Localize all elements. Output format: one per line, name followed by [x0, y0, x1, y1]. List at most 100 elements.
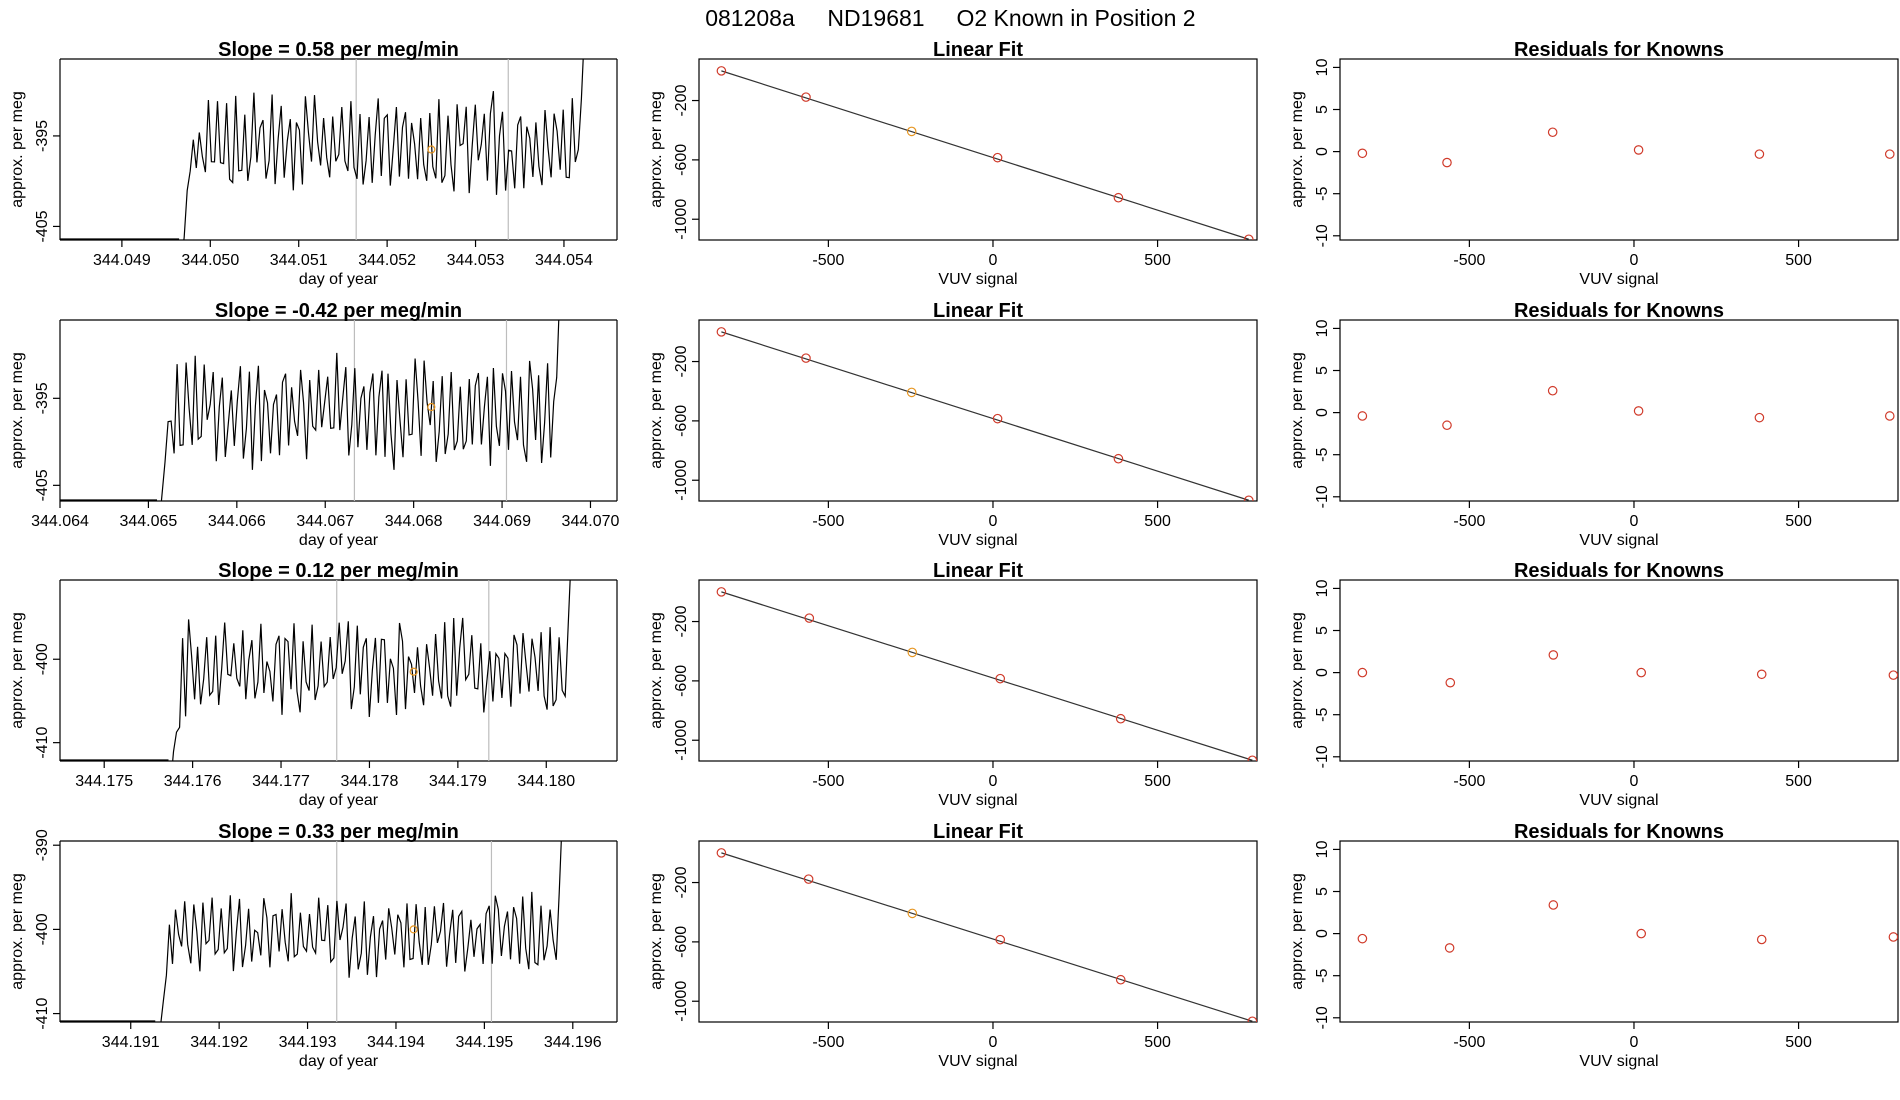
- y-axis-label: approx. per meg: [9, 873, 26, 990]
- residual-point: [1754, 412, 1765, 423]
- y-tick-label: -200: [673, 866, 690, 898]
- data-point: [992, 413, 1003, 424]
- x-tick-label: 344.196: [544, 1034, 602, 1051]
- panels: Slope = 0.58 per meg/min 344.049 344.050 34…: [9, 39, 1899, 1070]
- panel-linear_fit-row2: Linear Fit -500 0 500 -200 -600 -1000 VUV signa…: [648, 300, 1258, 549]
- y-tick-label: 10: [1314, 840, 1331, 858]
- plot-area: [1357, 385, 1895, 431]
- x-tick-label: 344.176: [164, 773, 222, 790]
- x-axis-label: VUV signal: [938, 532, 1017, 549]
- residual-point: [1633, 406, 1644, 416]
- data-point: [1115, 974, 1126, 985]
- y-tick-label: -600: [673, 405, 690, 437]
- y-axis-label: approx. per meg: [1289, 873, 1306, 990]
- x-tick-label: 0: [989, 513, 998, 530]
- chart-title: Linear Fit: [933, 39, 1023, 61]
- y-tick-label: -200: [673, 84, 690, 116]
- x-axis-label: VUV signal: [938, 792, 1017, 809]
- residual-point: [1756, 669, 1767, 680]
- signal-trace: [160, 320, 560, 501]
- x-tick-label: 0: [989, 1034, 998, 1051]
- data-point: [906, 126, 917, 137]
- x-tick-label: 344.175: [75, 773, 133, 790]
- y-tick-label: -395: [34, 120, 51, 152]
- data-point: [716, 66, 727, 76]
- y-tick-label: -5: [1314, 186, 1331, 200]
- x-tick-label: 344.178: [341, 773, 399, 790]
- y-tick-label: -1000: [673, 981, 690, 1022]
- residual-point: [1636, 667, 1647, 678]
- data-point: [716, 587, 727, 597]
- figure-title-tank: ND19681: [827, 5, 924, 31]
- x-tick-label: -500: [1453, 1034, 1485, 1051]
- residual-point: [1633, 145, 1644, 155]
- x-tick-label: 0: [989, 252, 998, 269]
- fit-line: [721, 852, 1253, 1022]
- mean-point: [427, 402, 436, 412]
- data-point: [907, 647, 918, 658]
- x-tick-label: 344.068: [385, 513, 443, 530]
- x-tick-label: 344.195: [455, 1034, 513, 1051]
- plot-frame: [698, 840, 1258, 1023]
- figure-title-description: O2 Known in Position 2: [956, 5, 1195, 31]
- panel-timeseries-row1: Slope = 0.58 per meg/min 344.049 344.050 34…: [9, 39, 618, 288]
- data-point: [803, 874, 814, 884]
- plot-frame: [698, 579, 1258, 762]
- x-axis-label: day of year: [299, 792, 379, 809]
- y-tick-label: -405: [34, 210, 51, 242]
- plot-frame: [698, 58, 1258, 241]
- x-axis-label: VUV signal: [1579, 792, 1658, 809]
- data-point: [995, 934, 1006, 945]
- y-axis-label: approx. per meg: [9, 612, 26, 729]
- x-tick-label: 500: [1785, 513, 1812, 530]
- data-point: [801, 92, 811, 102]
- y-tick-label: -390: [34, 829, 51, 861]
- chart-title: Residuals for Knowns: [1514, 821, 1724, 843]
- y-tick-label: -5: [1314, 968, 1331, 982]
- x-tick-label: 0: [1630, 1034, 1639, 1051]
- residual-point: [1357, 148, 1368, 159]
- residual-point: [1548, 900, 1559, 910]
- x-tick-label: -500: [1453, 773, 1485, 790]
- y-tick-label: -1000: [673, 720, 690, 761]
- plot-frame: [1339, 319, 1899, 502]
- plot-area: [716, 848, 1257, 1022]
- x-tick-label: -500: [812, 252, 844, 269]
- x-axis-label: VUV signal: [1579, 1053, 1658, 1070]
- plot-frame: [1339, 840, 1899, 1023]
- data-point: [992, 152, 1003, 163]
- mean-point: [427, 145, 436, 154]
- x-tick-label: 344.052: [358, 252, 416, 269]
- y-tick-label: 5: [1314, 105, 1331, 114]
- x-tick-label: 500: [1785, 252, 1812, 269]
- y-tick-label: 5: [1314, 366, 1331, 375]
- data-point: [1113, 453, 1124, 464]
- residual-point: [1884, 411, 1895, 421]
- residual-point: [1445, 677, 1456, 688]
- x-tick-label: 344.067: [296, 513, 354, 530]
- x-tick-label: 344.064: [31, 513, 89, 530]
- plot-area: [1357, 900, 1898, 953]
- x-tick-label: 0: [1630, 513, 1639, 530]
- data-point: [1113, 192, 1124, 203]
- x-tick-label: 0: [1630, 252, 1639, 269]
- plot-area: [716, 587, 1257, 761]
- chart-title: Linear Fit: [933, 300, 1023, 322]
- x-axis-label: VUV signal: [938, 1053, 1017, 1070]
- y-tick-label: -1000: [673, 460, 690, 501]
- panel-residuals-row2: Residuals for Knowns -500 0 500 10 5 0 -5 -10 VUV…: [1289, 300, 1899, 549]
- x-tick-label: 344.051: [270, 252, 328, 269]
- chart-title: Slope = -0.42 per meg/min: [215, 300, 462, 322]
- residual-point: [1548, 650, 1559, 660]
- signal-trace: [183, 59, 584, 240]
- y-axis-label: approx. per meg: [648, 352, 665, 469]
- x-axis-label: day of year: [299, 1053, 379, 1070]
- y-axis-label: approx. per meg: [1289, 352, 1306, 469]
- panel-timeseries-row3: Slope = 0.12 per meg/min 344.175 344.176 34…: [9, 560, 618, 809]
- x-tick-label: 500: [1144, 773, 1171, 790]
- x-tick-label: -500: [812, 513, 844, 530]
- y-tick-label: -200: [673, 605, 690, 637]
- panel-residuals-row1: Residuals for Knowns -500 0 500 10 5 0 -5 -10 VUV…: [1289, 39, 1899, 288]
- x-tick-label: 500: [1785, 773, 1812, 790]
